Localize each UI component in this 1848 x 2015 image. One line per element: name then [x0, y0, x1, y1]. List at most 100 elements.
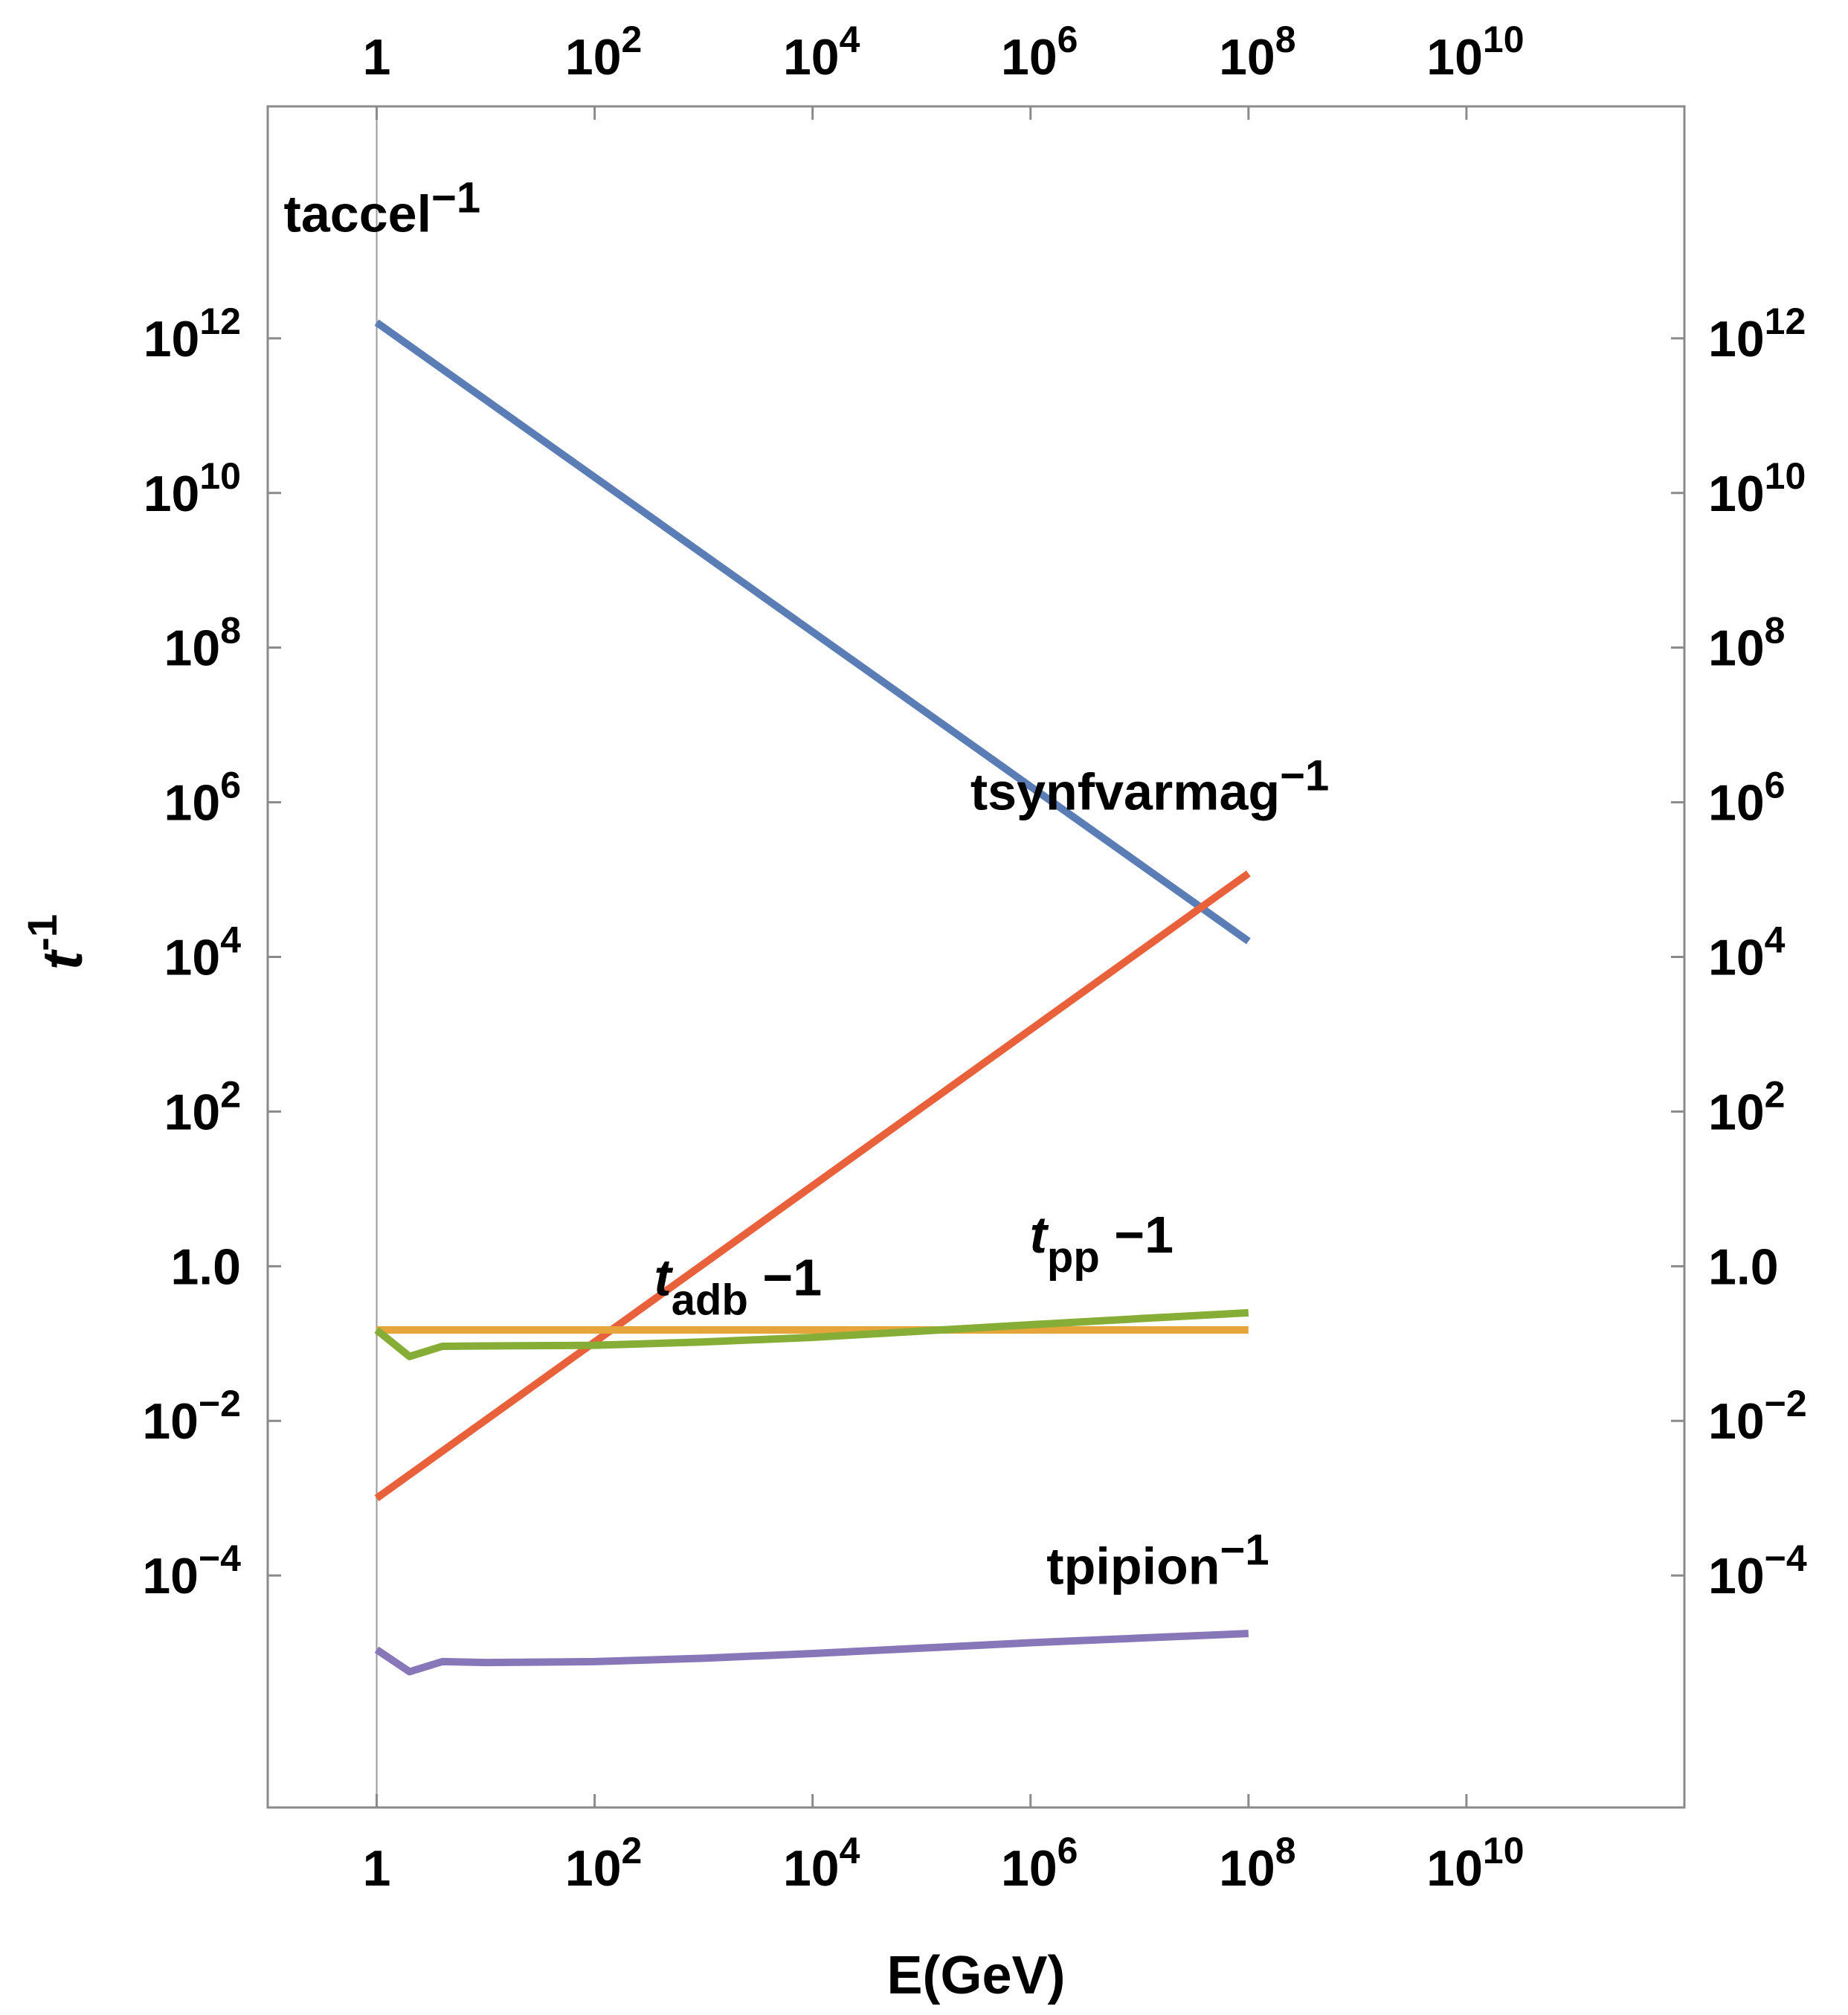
y-tick-label-left-4-exponent: 4 — [220, 919, 241, 961]
y-tick-label-left-2-exponent: 8 — [220, 610, 241, 652]
y-tick-label-right-6: 1.0 — [1708, 1238, 1779, 1295]
y-tick-label-left-1: 1010 — [144, 455, 241, 522]
series-label-4-part-0: tpipion — [1046, 1537, 1220, 1595]
x-tick-label-bottom-5-base: 10 — [1426, 1840, 1483, 1897]
x-tick-label-top-5: 1010 — [1426, 19, 1524, 86]
x-tick-label-bottom-3-exponent: 6 — [1057, 1830, 1078, 1871]
y-tick-label-right-5-base: 10 — [1708, 1084, 1765, 1140]
x-tick-label-top-4-exponent: 8 — [1275, 19, 1296, 60]
series-label-1-part-0: tsynfvarmag — [970, 763, 1280, 821]
x-tick-label-bottom-3: 106 — [1001, 1830, 1078, 1897]
x-tick-label-bottom-1: 102 — [565, 1830, 642, 1897]
series-label-2-part-1: adb — [672, 1276, 748, 1324]
y-tick-label-right-0: 1012 — [1708, 301, 1806, 367]
y-tick-label-left-3-base: 10 — [164, 775, 221, 832]
y-tick-label-right-7: 10−2 — [1708, 1383, 1807, 1450]
y-tick-label-left-1-base: 10 — [144, 466, 200, 522]
y-tick-label-left-4-base: 10 — [164, 930, 221, 986]
y-tick-label-left-5: 102 — [164, 1073, 241, 1140]
x-tick-label-bottom-2: 104 — [783, 1830, 860, 1897]
x-tick-label-bottom-2-exponent: 4 — [840, 1830, 860, 1871]
x-tick-label-top-2: 104 — [783, 19, 860, 86]
y-axis-title: t-1 — [19, 914, 94, 970]
y-tick-label-right-1-exponent: 10 — [1765, 455, 1806, 497]
series-label-3-part-0: t — [1030, 1206, 1049, 1264]
y-tick-label-right-6-base: 1.0 — [1708, 1238, 1779, 1295]
y-tick-label-left-8-exponent: −4 — [199, 1537, 241, 1579]
x-tick-labels-top: 1 102 104 106 108 1010 — [363, 19, 1525, 86]
series-line-4 — [374, 1630, 1249, 1676]
x-tick-label-top-3-base: 10 — [1001, 29, 1057, 86]
y-tick-label-right-8: 10−4 — [1708, 1537, 1807, 1604]
y-axis-title-exponent: -1 — [19, 914, 65, 951]
y-tick-label-left-6-base: 1.0 — [170, 1238, 241, 1295]
y-tick-label-left-0-base: 10 — [144, 311, 200, 367]
y-tick-label-left-2-base: 10 — [164, 620, 221, 677]
y-tick-label-right-2: 108 — [1708, 610, 1785, 677]
y-tick-label-right-4-exponent: 4 — [1765, 919, 1786, 961]
y-tick-label-left-0: 1012 — [144, 301, 241, 367]
y-tick-label-right-1-base: 10 — [1708, 466, 1765, 522]
y-tick-label-left-8: 10−4 — [142, 1537, 241, 1604]
tick-marks — [268, 106, 1684, 1807]
y-tick-label-right-4: 104 — [1708, 919, 1786, 986]
y-tick-label-right-5-exponent: 2 — [1765, 1073, 1786, 1115]
y-tick-label-left-4: 104 — [164, 919, 242, 986]
x-tick-label-top-3: 106 — [1001, 19, 1078, 86]
y-tick-label-left-3: 106 — [164, 765, 241, 832]
series-label-4-part-1: −1 — [1220, 1526, 1269, 1574]
x-tick-label-bottom-5-exponent: 10 — [1483, 1830, 1525, 1871]
y-tick-label-right-7-exponent: −2 — [1765, 1383, 1807, 1424]
x-tick-label-top-0: 1 — [363, 29, 391, 86]
x-tick-label-top-3-exponent: 6 — [1057, 19, 1078, 60]
series-line-3 — [374, 1308, 1249, 1360]
series-label-2-part-2: −1 — [748, 1248, 822, 1306]
y-tick-label-left-3-exponent: 6 — [220, 765, 241, 806]
x-tick-label-bottom-2-base: 10 — [783, 1840, 840, 1897]
y-tick-label-left-1-exponent: 10 — [199, 455, 241, 497]
series-group — [374, 319, 1251, 1676]
x-tick-label-top-4: 108 — [1219, 19, 1295, 86]
x-tick-labels-bottom: 1 102 104 106 108 1010 — [363, 1830, 1525, 1897]
series-label-3-part-1: pp — [1047, 1233, 1100, 1282]
x-tick-label-top-1: 102 — [565, 19, 642, 86]
y-tick-label-right-3-base: 10 — [1708, 775, 1765, 832]
series-label-0-part-1: −1 — [431, 173, 480, 222]
x-tick-label-top-1-base: 10 — [565, 29, 622, 86]
x-tick-label-top-0-base: 1 — [363, 29, 391, 86]
x-tick-label-top-2-base: 10 — [783, 29, 840, 86]
y-axis-title-base: t — [31, 949, 94, 970]
y-tick-label-right-3-exponent: 6 — [1765, 765, 1786, 806]
series-label-2-part-0: t — [654, 1248, 673, 1306]
y-tick-label-left-6: 1.0 — [170, 1238, 241, 1295]
series-label-3: tpp −1 — [1030, 1206, 1173, 1282]
y-tick-label-right-3: 106 — [1708, 765, 1785, 832]
y-tick-label-right-1: 1010 — [1708, 455, 1806, 522]
y-tick-label-right-8-base: 10 — [1708, 1548, 1765, 1604]
y-tick-label-left-5-exponent: 2 — [220, 1073, 241, 1115]
y-tick-label-left-7: 10−2 — [142, 1383, 241, 1450]
y-tick-label-right-0-base: 10 — [1708, 311, 1765, 367]
y-tick-label-right-8-exponent: −4 — [1765, 1537, 1807, 1579]
x-tick-label-bottom-5: 1010 — [1426, 1830, 1524, 1897]
series-label-0: taccel−1 — [284, 173, 481, 242]
x-tick-label-bottom-0-base: 1 — [363, 1840, 391, 1897]
series-label-1: tsynfvarmag−1 — [970, 752, 1329, 821]
series-line-0 — [374, 319, 1251, 945]
x-axis-title: E(GeV) — [886, 1946, 1065, 2005]
series-line-1 — [374, 870, 1251, 1502]
y-tick-label-right-5: 102 — [1708, 1073, 1785, 1140]
series-label-0-part-0: taccel — [284, 184, 431, 242]
y-tick-label-right-2-base: 10 — [1708, 620, 1765, 677]
x-tick-label-top-2-exponent: 4 — [840, 19, 860, 60]
x-tick-label-top-4-base: 10 — [1219, 29, 1275, 86]
x-tick-label-bottom-4-base: 10 — [1219, 1840, 1275, 1897]
x-tick-label-bottom-3-base: 10 — [1001, 1840, 1057, 1897]
x-tick-label-top-5-base: 10 — [1426, 29, 1483, 86]
y-tick-label-left-0-exponent: 12 — [199, 301, 241, 342]
